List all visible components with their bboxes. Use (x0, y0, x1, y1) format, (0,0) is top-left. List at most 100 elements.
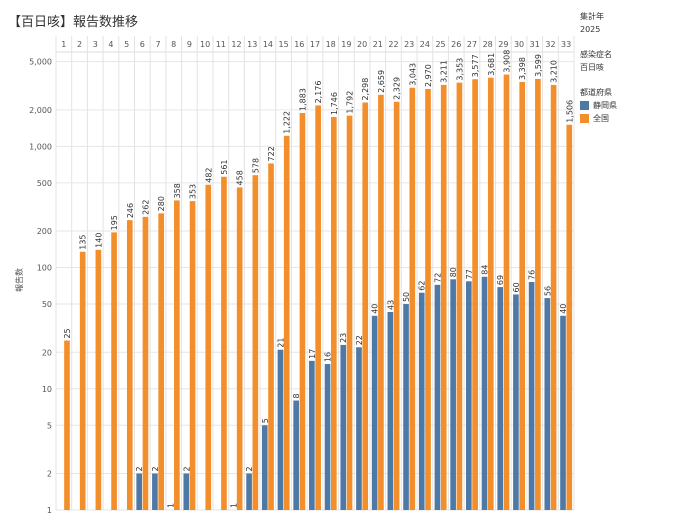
legend-swatch-shizuoka (580, 101, 589, 110)
value-label-shizuoka: 72 (433, 273, 442, 283)
bar-national[interactable] (126, 220, 133, 510)
value-label-national: 3,398 (518, 57, 527, 80)
bar-national[interactable] (221, 176, 227, 510)
bar-national[interactable] (378, 94, 384, 511)
bar-national[interactable] (550, 84, 557, 510)
bar-national[interactable] (503, 74, 510, 510)
legend-item-national[interactable]: 全国 (580, 112, 690, 125)
value-label-shizuoka: 60 (512, 282, 521, 292)
bar-national[interactable] (79, 251, 86, 510)
bar-shizuoka[interactable] (309, 360, 315, 510)
bar-shizuoka[interactable] (528, 282, 535, 510)
bar-national[interactable] (174, 200, 180, 510)
x-tick-label: 13 (247, 40, 257, 49)
x-tick-label: 33 (561, 40, 571, 49)
bar-national[interactable] (158, 213, 164, 510)
bar-shizuoka[interactable] (450, 279, 456, 510)
bar-shizuoka[interactable] (387, 311, 394, 510)
bar-national[interactable] (236, 187, 243, 510)
bar-national[interactable] (283, 135, 290, 510)
x-tick-label: 22 (388, 40, 398, 49)
x-tick-label: 21 (373, 40, 383, 49)
bar-national[interactable] (315, 105, 321, 510)
bar-shizuoka[interactable] (340, 344, 347, 510)
value-label-national: 3,599 (534, 54, 543, 77)
bar-national[interactable] (346, 115, 353, 510)
bar-shizuoka[interactable] (403, 304, 409, 510)
value-label-national: 3,353 (455, 58, 464, 81)
bar-shizuoka[interactable] (356, 347, 362, 510)
value-label-national: 458 (236, 170, 245, 185)
value-label-national: 578 (251, 158, 260, 173)
bar-national[interactable] (362, 102, 369, 510)
bar-national[interactable] (566, 124, 573, 511)
bar-shizuoka[interactable] (497, 287, 504, 510)
bar-national[interactable] (456, 82, 463, 510)
legend: 集計年 2025 感染症名 百日咳 都道府県 静岡県 全国 (580, 10, 690, 125)
bar-shizuoka[interactable] (434, 284, 441, 510)
value-label-shizuoka: 1 (229, 503, 238, 508)
value-label-national: 2,176 (314, 80, 323, 103)
value-label-shizuoka: 2 (182, 466, 191, 471)
x-tick-label: 15 (279, 40, 289, 49)
value-label-shizuoka: 80 (449, 267, 458, 277)
bar-national[interactable] (440, 84, 447, 510)
bar-shizuoka[interactable] (324, 364, 331, 510)
x-tick-label: 27 (467, 40, 477, 49)
value-label-shizuoka: 2 (135, 466, 144, 471)
y-tick-label: 1 (47, 506, 52, 515)
bar-shizuoka[interactable] (466, 281, 472, 510)
bar-national[interactable] (409, 87, 416, 510)
y-tick-label: 100 (37, 264, 52, 273)
x-tick-label: 19 (341, 40, 351, 49)
bar-national[interactable] (425, 89, 431, 510)
value-label-national: 3,577 (471, 54, 480, 77)
value-label-national: 262 (141, 200, 150, 215)
bar-national[interactable] (252, 175, 259, 510)
legend-item-shizuoka[interactable]: 静岡県 (580, 99, 690, 112)
value-label-national: 3,043 (408, 63, 417, 86)
bar-national[interactable] (142, 216, 149, 510)
bar-national[interactable] (393, 101, 400, 511)
bar-national[interactable] (535, 78, 541, 510)
bar-shizuoka[interactable] (560, 315, 566, 510)
bar-shizuoka[interactable] (544, 298, 551, 510)
bar-shizuoka[interactable] (418, 292, 425, 510)
bar-national[interactable] (64, 340, 70, 510)
bar-national[interactable] (205, 184, 212, 511)
value-label-national: 2,329 (393, 77, 402, 100)
bar-national[interactable] (299, 113, 306, 510)
bar-national[interactable] (95, 249, 102, 511)
bar-shizuoka[interactable] (261, 425, 268, 510)
x-tick-label: 11 (216, 40, 226, 49)
bar-national[interactable] (331, 116, 337, 511)
bar-shizuoka[interactable] (293, 400, 299, 510)
bar-shizuoka[interactable] (183, 473, 190, 510)
bar-shizuoka[interactable] (481, 276, 488, 510)
value-label-national: 561 (220, 159, 229, 174)
bar-shizuoka[interactable] (246, 473, 252, 510)
value-label-national: 280 (157, 196, 166, 211)
x-tick-label: 32 (545, 40, 555, 49)
bar-national[interactable] (519, 81, 526, 510)
bar-shizuoka[interactable] (513, 294, 519, 510)
value-label-shizuoka: 16 (324, 352, 333, 362)
x-tick-label: 30 (514, 40, 524, 49)
bar-shizuoka[interactable] (277, 349, 284, 510)
x-tick-labels: 1 2 3 4 5 6 7 8 9 10 11 12 13 14 15 16 17 18 19 20 21 22 23 24 2… (61, 40, 571, 49)
bar-shizuoka[interactable] (136, 473, 143, 510)
bar-national[interactable] (111, 232, 117, 511)
bar-national[interactable] (268, 163, 274, 511)
bar-national[interactable] (487, 77, 494, 511)
y-tick-label: 200 (37, 227, 52, 236)
bar-national[interactable] (472, 79, 478, 510)
bars (64, 74, 573, 511)
value-label-shizuoka: 2 (151, 466, 160, 471)
bar-shizuoka[interactable] (152, 473, 158, 510)
bar-shizuoka[interactable] (371, 315, 378, 510)
bar-national[interactable] (189, 201, 196, 510)
value-label-shizuoka: 43 (386, 300, 395, 310)
value-label-national: 3,210 (550, 60, 559, 83)
